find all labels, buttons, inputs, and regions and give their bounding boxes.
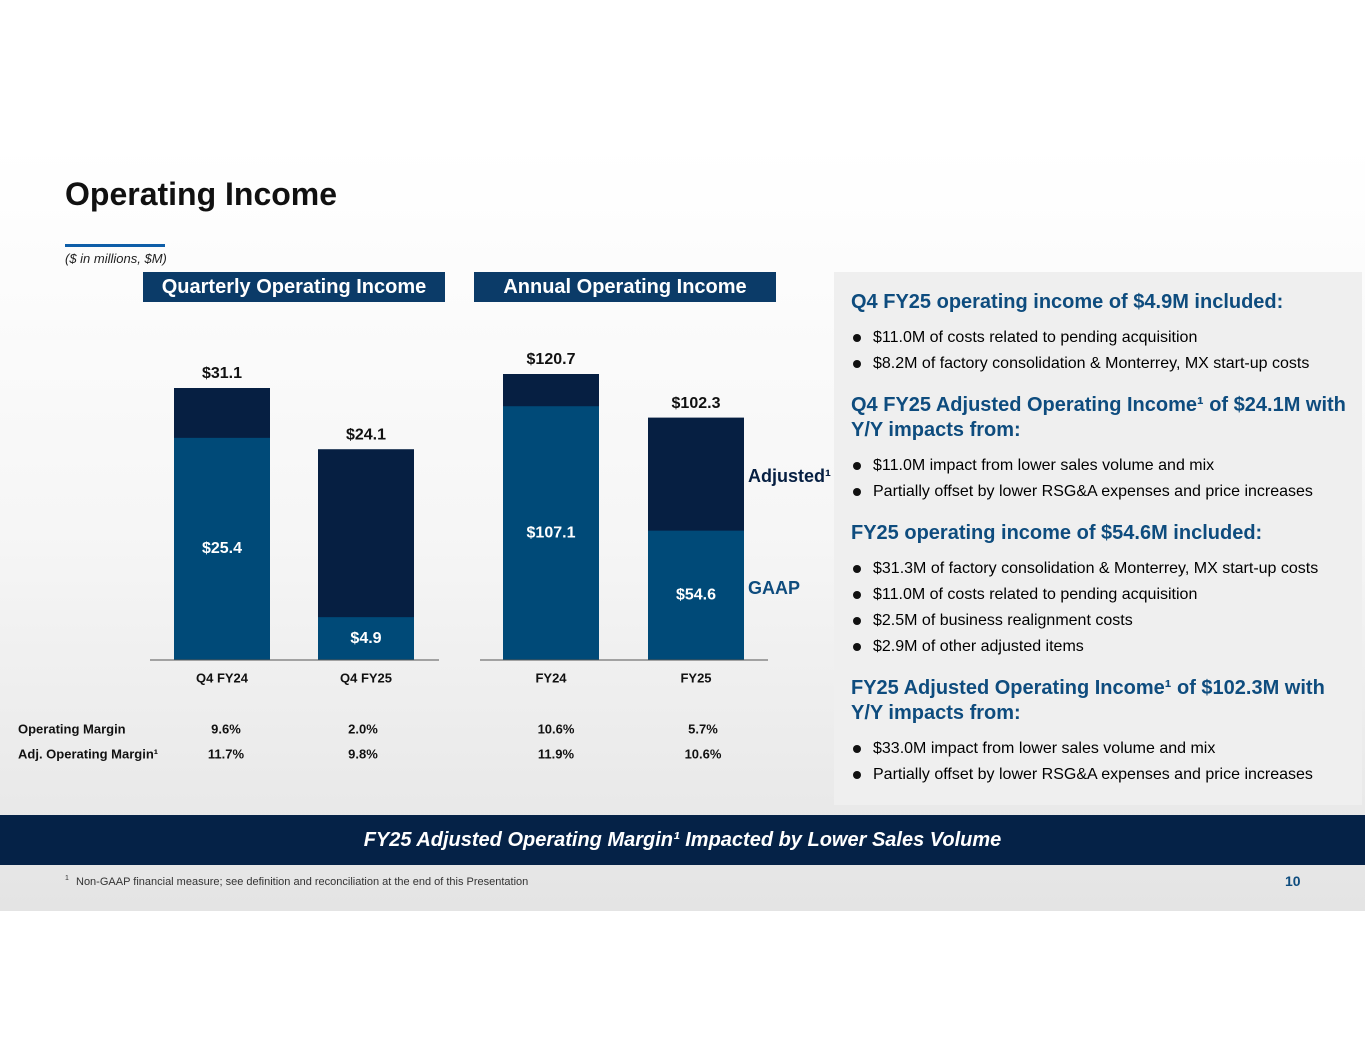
footnote-mark: 1 bbox=[65, 875, 69, 882]
x-tick-label: Q4 FY24 bbox=[196, 670, 249, 685]
bullet: $2.9M of other adjusted items bbox=[851, 634, 1362, 660]
section-heading: FY25 Adjusted Operating Income¹ of $102.… bbox=[851, 677, 1325, 724]
legend-label: Adjusted¹ bbox=[748, 466, 831, 486]
value-label: $24.1 bbox=[346, 426, 386, 443]
chart-title: Annual Operating Income bbox=[474, 272, 776, 302]
bullet: $11.0M of costs related to pending acqui… bbox=[851, 582, 1362, 608]
margin-value: 10.6% bbox=[685, 746, 722, 761]
margin-value: 2.0% bbox=[348, 721, 378, 736]
title-underline bbox=[65, 244, 165, 247]
bullet: Partially offset by lower RSG&A expenses… bbox=[851, 479, 1362, 505]
bar bbox=[648, 530, 744, 660]
bullet: $11.0M impact from lower sales volume an… bbox=[851, 453, 1362, 479]
row-label: Operating Margin bbox=[18, 721, 126, 736]
commentary-panel: Q4 FY25 operating income of $4.9M includ… bbox=[834, 272, 1362, 805]
bullet: $2.5M of business realignment costs bbox=[851, 608, 1362, 634]
margin-value: 9.8% bbox=[348, 746, 378, 761]
page-number: 10 bbox=[1285, 873, 1301, 889]
section-heading: FY25 operating income of $54.6M included… bbox=[851, 522, 1263, 544]
value-label: $25.4 bbox=[202, 540, 242, 557]
section-heading: Q4 FY25 Adjusted Operating Income¹ of $2… bbox=[851, 394, 1346, 441]
legend-label: GAAP bbox=[748, 578, 800, 598]
value-label: $31.1 bbox=[202, 365, 242, 382]
margin-value: 10.6% bbox=[538, 721, 575, 736]
x-tick-label: FY25 bbox=[680, 670, 711, 685]
bar bbox=[174, 437, 270, 660]
margin-value: 11.7% bbox=[208, 746, 245, 761]
bullet: $33.0M impact from lower sales volume an… bbox=[851, 736, 1362, 762]
value-label: $120.7 bbox=[527, 351, 576, 368]
chart-title: Quarterly Operating Income bbox=[143, 272, 445, 302]
subtitle: ($ in millions, $M) bbox=[65, 251, 167, 266]
bullet: $31.3M of factory consolidation & Monter… bbox=[851, 556, 1362, 582]
bullet: $8.2M of factory consolidation & Monterr… bbox=[851, 351, 1362, 377]
value-label: $54.6 bbox=[676, 587, 716, 604]
banner: FY25 Adjusted Operating Margin¹ Impacted… bbox=[0, 815, 1365, 865]
row-label: Adj. Operating Margin¹ bbox=[18, 746, 158, 761]
x-tick-label: FY24 bbox=[535, 670, 567, 685]
value-label: $4.9 bbox=[350, 630, 381, 647]
footnote: Non-GAAP financial measure; see definiti… bbox=[76, 876, 529, 888]
value-label: $107.1 bbox=[527, 524, 576, 541]
margin-value: 5.7% bbox=[688, 721, 718, 736]
value-label: $102.3 bbox=[672, 395, 721, 412]
margin-value: 9.6% bbox=[211, 721, 241, 736]
bar bbox=[503, 406, 599, 660]
title: Operating Income bbox=[65, 176, 338, 212]
bar bbox=[318, 617, 414, 660]
section-heading: Q4 FY25 operating income of $4.9M includ… bbox=[851, 291, 1284, 313]
x-tick-label: Q4 FY25 bbox=[340, 670, 392, 685]
margin-value: 11.9% bbox=[538, 746, 575, 761]
bullet: Partially offset by lower RSG&A expenses… bbox=[851, 762, 1362, 788]
charts: $31.1 $24.1 $25.4 $4.9 Q4 FY24 Q4 FY25 $120.7 $… bbox=[18, 351, 831, 761]
bullet: $11.0M of costs related to pending acqui… bbox=[851, 325, 1362, 351]
